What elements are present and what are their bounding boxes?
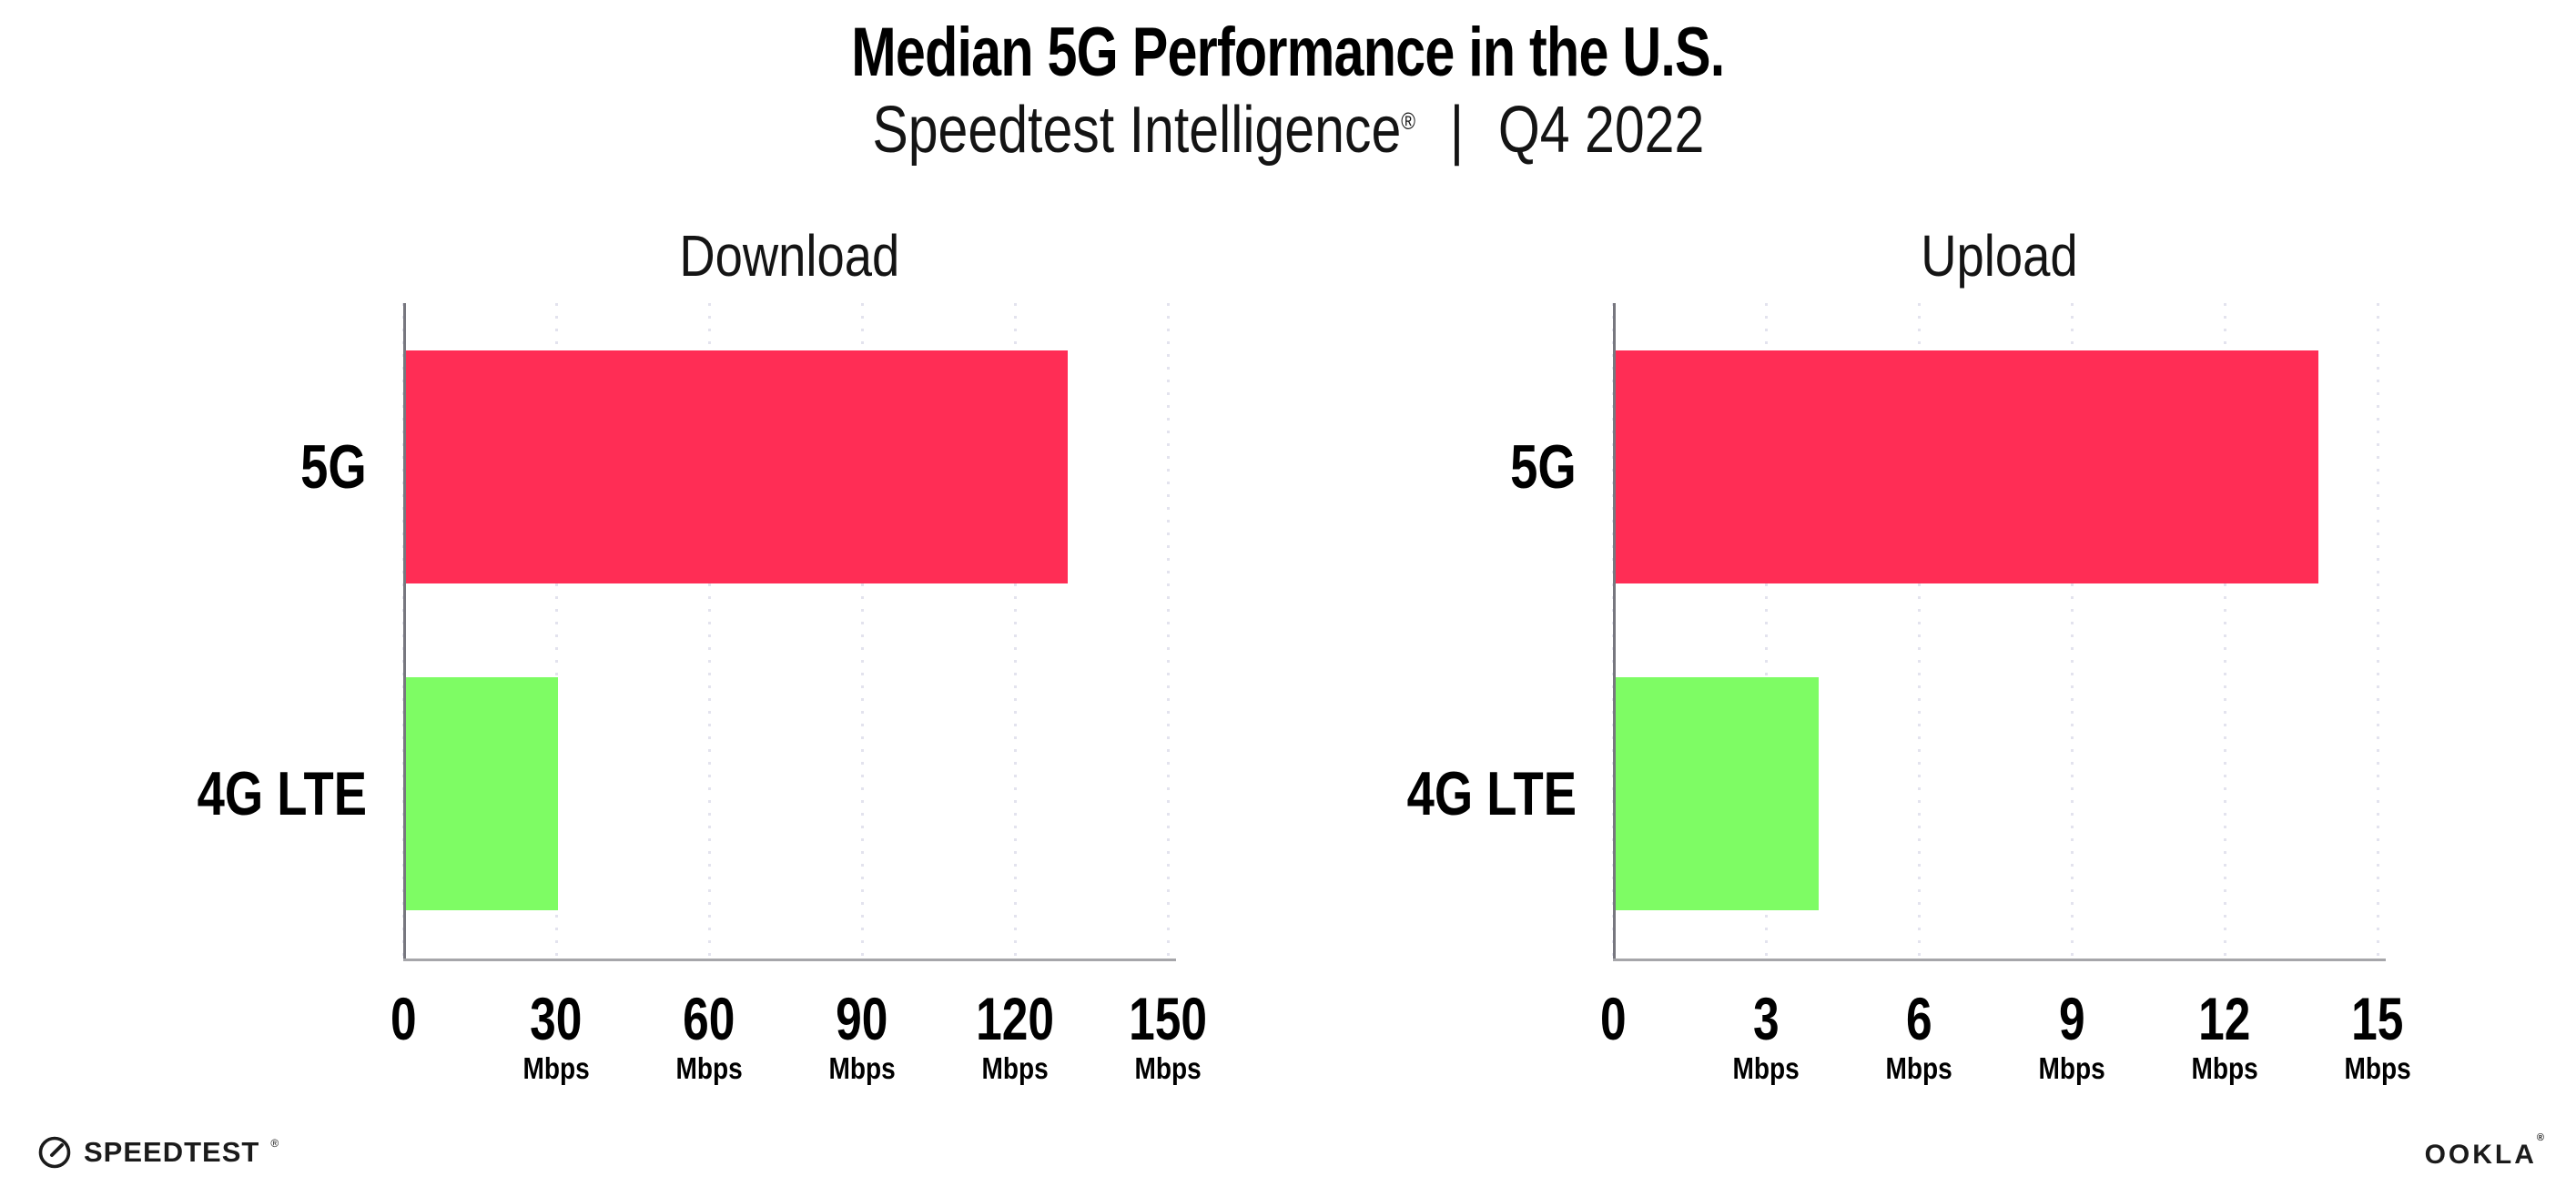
download-chart-title: Download [679,223,900,289]
category-label-text: 5G [300,432,367,502]
gridline-150-Mbps [1167,303,1170,959]
gridline-120-Mbps [1014,303,1017,959]
gridline-6-Mbps [1918,303,1921,959]
gridline-3-Mbps [1765,303,1768,959]
x-tick-unit-9: Mbps [1953,1050,2190,1087]
subtitle-brand: Speedtest Intelligence [871,94,1401,167]
x-tick-unit-90: Mbps [744,1050,980,1087]
x-tick-unit-15: Mbps [2259,1050,2496,1087]
bar-4g-lte-download [405,677,558,910]
x-tick-label-0: 0 [1495,989,1731,1049]
gridline-60-Mbps [708,303,711,959]
page-subtitle: Speedtest Intelligence® | Q4 2022 [0,94,2576,167]
category-label-5g: 5G [39,426,367,508]
bar-5g-upload [1615,350,2318,583]
x-tick-value: 3 [1752,985,1780,1052]
x-tick-value: 30 [530,985,583,1052]
x-tick-label-120: 120 [897,989,1133,1049]
x-tick-label-30: 30 [438,989,674,1049]
ookla-logo: OOKLA® [2424,1132,2547,1171]
x-tick-value: 120 [976,985,1054,1052]
subtitle-period: Q4 2022 [1497,94,1705,167]
download-chart-plot: 5G 4G LTE 0 30 Mbps 60 Mbps 90 Mbps 120 Mbps 150 Mbp… [198,303,1207,1085]
x-tick-label-150: 150 [1050,989,1286,1049]
x-tick-label-15: 15 [2259,989,2496,1049]
x-tick-unit-30: Mbps [438,1050,674,1087]
x-tick-unit-text: Mbps [2344,1051,2411,1085]
gridline-9-Mbps [2071,303,2074,959]
registered-trademark-mark: ® [1400,107,1415,135]
x-axis-line [1613,959,2386,961]
x-tick-unit-60: Mbps [591,1050,827,1087]
x-tick-unit-text: Mbps [1134,1051,1202,1085]
x-tick-unit-150: Mbps [1050,1050,1286,1087]
x-tick-value: 6 [1905,985,1932,1052]
category-label-text: 4G LTE [197,759,367,828]
x-tick-unit-120: Mbps [897,1050,1133,1087]
x-tick-unit-12: Mbps [2106,1050,2343,1087]
y-axis-line [1613,303,1616,959]
x-tick-unit-text: Mbps [675,1051,743,1085]
page-title-text: Median 5G Performance in the U.S. [851,14,1725,91]
y-axis-line [403,303,406,959]
x-tick-label-3: 3 [1648,989,1884,1049]
x-axis-line [403,959,1176,961]
x-tick-unit-6: Mbps [1800,1050,2037,1087]
gridline-30-Mbps [555,303,558,959]
subtitle-separator: | [1449,94,1464,167]
x-tick-value: 9 [2058,985,2085,1052]
x-tick-value: 0 [1599,985,1627,1052]
category-label-5g: 5G [1249,426,1577,508]
upload-chart-plot: 5G 4G LTE 0 3 Mbps 6 Mbps 9 Mbps 12 Mbps 15 Mbps [1407,303,2411,1085]
category-label-4g-lte: 4G LTE [39,753,367,835]
speedtest-registered-mark: ® [270,1137,279,1150]
speedtest-wordmark: SPEEDTEST [84,1136,260,1168]
bar-5g-download [405,350,1068,583]
category-label-text: 4G LTE [1406,759,1577,828]
x-tick-value: 0 [390,985,417,1052]
x-tick-unit-3: Mbps [1648,1050,1884,1087]
x-tick-unit-text: Mbps [1885,1051,1952,1085]
category-label-text: 5G [1510,432,1577,502]
x-tick-unit-text: Mbps [981,1051,1049,1085]
speedtest-gauge-icon [38,1136,71,1169]
x-tick-label-60: 60 [591,989,827,1049]
x-tick-label-12: 12 [2106,989,2343,1049]
ookla-wordmark: OOKLA [2424,1140,2537,1170]
x-tick-value: 60 [683,985,735,1052]
page-title: Median 5G Performance in the U.S. [0,15,2576,91]
x-tick-value: 90 [836,985,888,1052]
x-tick-label-90: 90 [744,989,980,1049]
x-tick-label-9: 9 [1953,989,2190,1049]
bar-4g-lte-upload [1615,677,1819,910]
x-tick-unit-text: Mbps [1732,1051,1800,1085]
x-tick-value: 12 [2198,985,2251,1052]
gridline-15-Mbps [2377,303,2379,959]
gridline-12-Mbps [2224,303,2226,959]
category-label-4g-lte: 4G LTE [1249,753,1577,835]
x-tick-label-0: 0 [285,989,522,1049]
x-tick-unit-text: Mbps [2038,1051,2105,1085]
x-tick-value: 15 [2351,985,2404,1052]
x-tick-unit-text: Mbps [522,1051,590,1085]
x-tick-label-6: 6 [1800,989,2037,1049]
x-tick-unit-text: Mbps [828,1051,896,1085]
upload-chart-title: Upload [1921,223,2078,289]
ookla-registered-mark: ® [2536,1132,2547,1143]
gridline-90-Mbps [861,303,864,959]
x-tick-unit-text: Mbps [2191,1051,2258,1085]
speedtest-logo: SPEEDTEST ® [36,1134,279,1171]
x-tick-value: 150 [1129,985,1207,1052]
